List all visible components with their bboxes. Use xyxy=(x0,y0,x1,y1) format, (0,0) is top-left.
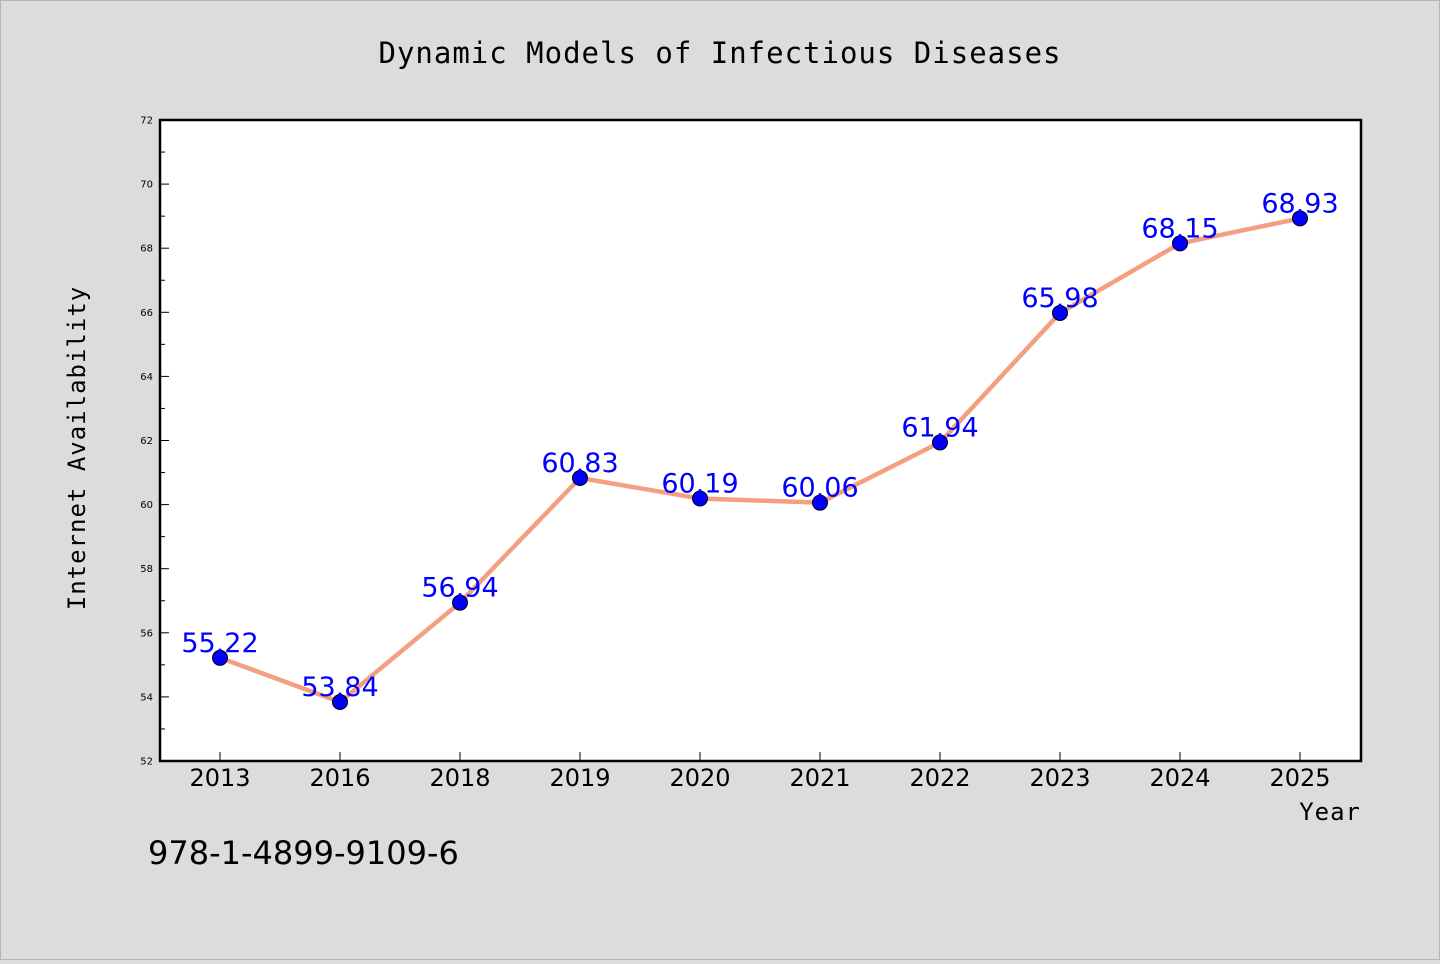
y-axis-label: Internet Availability xyxy=(63,286,91,610)
x-tick-label: 2016 xyxy=(309,764,370,792)
data-label-2024: 68.15 xyxy=(1141,213,1218,244)
plot-area xyxy=(160,120,1361,761)
series-line xyxy=(217,216,1303,705)
data-point-2024 xyxy=(1172,235,1188,252)
chart-title: Dynamic Models of Infectious Diseases xyxy=(378,36,1061,70)
x-tick-label: 2021 xyxy=(789,764,850,792)
y-tick-label: 60 xyxy=(140,500,153,511)
y-tick-label: 52 xyxy=(140,757,153,768)
data-labels: 55.22 53.84 56.94 60.83 60.19 60.06 61.94 65.98… xyxy=(181,188,1338,703)
plot-frame xyxy=(158,118,1363,763)
data-label-2019: 60.83 xyxy=(541,448,618,479)
y-tick-label: 72 xyxy=(140,116,153,127)
y-tick-label: 70 xyxy=(140,180,153,191)
data-point-2023 xyxy=(1052,304,1068,321)
x-tick-label: 2020 xyxy=(669,764,730,792)
data-label-2018: 56.94 xyxy=(421,573,498,604)
x-tick-label: 2022 xyxy=(909,764,970,792)
data-label-2016: 53.84 xyxy=(301,672,378,703)
data-series xyxy=(212,210,1308,711)
data-point-2020 xyxy=(692,490,708,507)
y-tick-label: 58 xyxy=(140,564,153,575)
y-tick-label: 68 xyxy=(140,244,153,255)
x-tick-label: 2025 xyxy=(1269,764,1330,792)
x-tick-label: 2024 xyxy=(1149,764,1210,792)
x-tick-label: 2019 xyxy=(549,764,610,792)
y-tick-label: 56 xyxy=(140,628,153,639)
data-label-2020: 60.19 xyxy=(661,469,738,500)
data-point-2016 xyxy=(332,694,348,711)
data-point-2018 xyxy=(452,594,468,611)
data-label-2023: 65.98 xyxy=(1021,283,1098,314)
data-point-2019 xyxy=(572,469,588,486)
y-tick-label: 66 xyxy=(140,308,153,319)
data-label-2025: 68.93 xyxy=(1261,188,1338,219)
data-label-2013: 55.22 xyxy=(181,628,258,659)
data-point-2013 xyxy=(212,649,228,666)
x-axis-ticks: 2013 2016 2018 2019 2020 2021 2022 2023 2024 2025 xyxy=(189,752,1331,792)
x-tick-label: 2013 xyxy=(189,764,250,792)
y-tick-label: 64 xyxy=(140,372,153,383)
y-tick-label: 54 xyxy=(140,692,153,703)
x-tick-label: 2018 xyxy=(429,764,490,792)
data-point-2025 xyxy=(1292,210,1308,227)
data-label-2021: 60.06 xyxy=(781,473,858,504)
y-tick-label: 62 xyxy=(140,436,153,447)
x-tick-label: 2023 xyxy=(1029,764,1090,792)
isbn-annotation: 978-1-4899-9109-6 xyxy=(148,834,459,872)
data-point-2022 xyxy=(932,434,948,451)
data-label-2022: 61.94 xyxy=(901,412,978,443)
x-axis-label: Year xyxy=(1299,798,1361,826)
y-axis-ticks: 52 54 56 58 60 62 64 66 68 70 72 xyxy=(140,116,169,768)
data-point-2021 xyxy=(812,494,828,511)
